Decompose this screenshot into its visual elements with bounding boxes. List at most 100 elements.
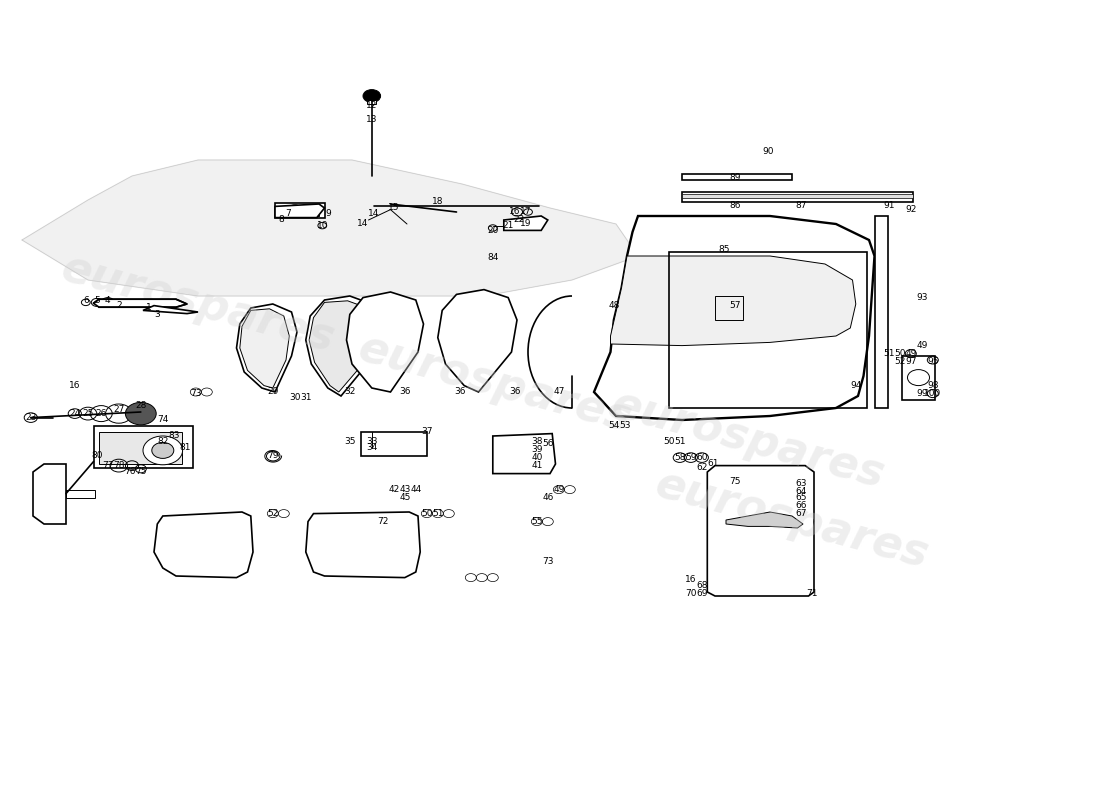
Bar — [669, 252, 867, 408]
Bar — [94, 426, 192, 468]
Text: 68: 68 — [696, 581, 707, 590]
Text: 64: 64 — [795, 487, 806, 497]
Polygon shape — [240, 309, 289, 388]
Text: 16: 16 — [685, 575, 696, 585]
Polygon shape — [275, 204, 324, 218]
Polygon shape — [22, 160, 638, 296]
Text: 8: 8 — [278, 215, 285, 225]
Text: 49: 49 — [553, 485, 564, 494]
Text: 61: 61 — [707, 459, 718, 469]
Text: 77: 77 — [102, 461, 113, 470]
Text: 59: 59 — [685, 453, 696, 462]
Text: 46: 46 — [542, 493, 553, 502]
Text: 89: 89 — [729, 173, 740, 182]
Bar — [502, 446, 539, 466]
Text: 11: 11 — [366, 93, 377, 102]
Text: 21: 21 — [503, 221, 514, 230]
Text: 72: 72 — [377, 517, 388, 526]
Text: 23: 23 — [25, 413, 36, 422]
Text: 60: 60 — [696, 453, 707, 462]
Text: 27: 27 — [113, 405, 124, 414]
Text: 92: 92 — [905, 205, 916, 214]
Text: 28: 28 — [135, 401, 146, 410]
Text: 5: 5 — [94, 296, 100, 306]
Text: 14: 14 — [358, 219, 368, 229]
Text: 98: 98 — [927, 381, 938, 390]
Text: 36: 36 — [454, 387, 465, 397]
Polygon shape — [610, 256, 856, 346]
Text: 1: 1 — [145, 303, 152, 313]
Text: 7: 7 — [285, 209, 292, 218]
Text: 76: 76 — [124, 467, 135, 477]
Text: 90: 90 — [762, 147, 773, 157]
Text: 52: 52 — [894, 357, 905, 366]
Text: 83: 83 — [168, 431, 179, 441]
Text: 18: 18 — [432, 197, 443, 206]
Text: 16: 16 — [69, 381, 80, 390]
Bar — [99, 432, 182, 464]
Text: 95: 95 — [927, 357, 938, 366]
Text: 41: 41 — [531, 461, 542, 470]
Text: 33: 33 — [366, 437, 377, 446]
Text: 35: 35 — [344, 437, 355, 446]
Text: 31: 31 — [300, 393, 311, 402]
Polygon shape — [306, 296, 379, 396]
Text: 54: 54 — [608, 421, 619, 430]
Polygon shape — [154, 512, 253, 578]
Text: 39: 39 — [531, 445, 542, 454]
Text: 80: 80 — [91, 451, 102, 461]
Text: 51: 51 — [432, 509, 443, 518]
Text: 24: 24 — [69, 409, 80, 418]
Text: 36: 36 — [509, 387, 520, 397]
Polygon shape — [493, 434, 556, 474]
Text: eurospares: eurospares — [650, 463, 934, 577]
Text: 51: 51 — [883, 349, 894, 358]
Text: 38: 38 — [531, 437, 542, 446]
Text: 22: 22 — [514, 215, 525, 225]
Circle shape — [363, 90, 381, 102]
Text: 48: 48 — [608, 301, 619, 310]
Text: 4: 4 — [104, 296, 111, 306]
Text: 3: 3 — [154, 310, 161, 319]
Polygon shape — [594, 216, 874, 420]
Text: 50: 50 — [663, 437, 674, 446]
Text: 49: 49 — [905, 349, 916, 358]
Text: 79: 79 — [267, 451, 278, 461]
Circle shape — [125, 402, 156, 425]
Text: 93: 93 — [916, 293, 927, 302]
Text: 37: 37 — [421, 427, 432, 437]
Text: eurospares: eurospares — [353, 327, 637, 441]
Text: 58: 58 — [674, 453, 685, 462]
Text: 81: 81 — [179, 443, 190, 453]
Polygon shape — [707, 466, 814, 596]
Text: 73: 73 — [542, 557, 553, 566]
Bar — [682, 192, 913, 202]
Text: 74: 74 — [157, 415, 168, 425]
Text: 65: 65 — [795, 493, 806, 502]
Text: 42: 42 — [388, 485, 399, 494]
Text: 29: 29 — [267, 387, 278, 397]
Bar — [874, 216, 888, 408]
Text: 75: 75 — [729, 477, 740, 486]
Text: 70: 70 — [685, 589, 696, 598]
Text: 2: 2 — [116, 301, 122, 310]
Text: 15: 15 — [388, 203, 399, 213]
Text: 57: 57 — [729, 301, 740, 310]
Text: 25: 25 — [82, 409, 94, 418]
Bar — [682, 194, 913, 198]
Text: eurospares: eurospares — [56, 247, 340, 361]
Text: 69: 69 — [696, 589, 707, 598]
Polygon shape — [504, 216, 548, 230]
Text: 44: 44 — [410, 485, 421, 494]
Circle shape — [143, 436, 183, 465]
Bar — [280, 206, 319, 216]
Text: 20: 20 — [487, 226, 498, 235]
Text: 63: 63 — [795, 479, 806, 489]
Text: 19: 19 — [520, 219, 531, 229]
Text: 55: 55 — [531, 517, 542, 526]
Text: 16: 16 — [509, 207, 520, 217]
Text: 82: 82 — [157, 437, 168, 446]
Polygon shape — [143, 306, 198, 314]
Polygon shape — [94, 299, 187, 307]
Text: 49: 49 — [916, 341, 927, 350]
